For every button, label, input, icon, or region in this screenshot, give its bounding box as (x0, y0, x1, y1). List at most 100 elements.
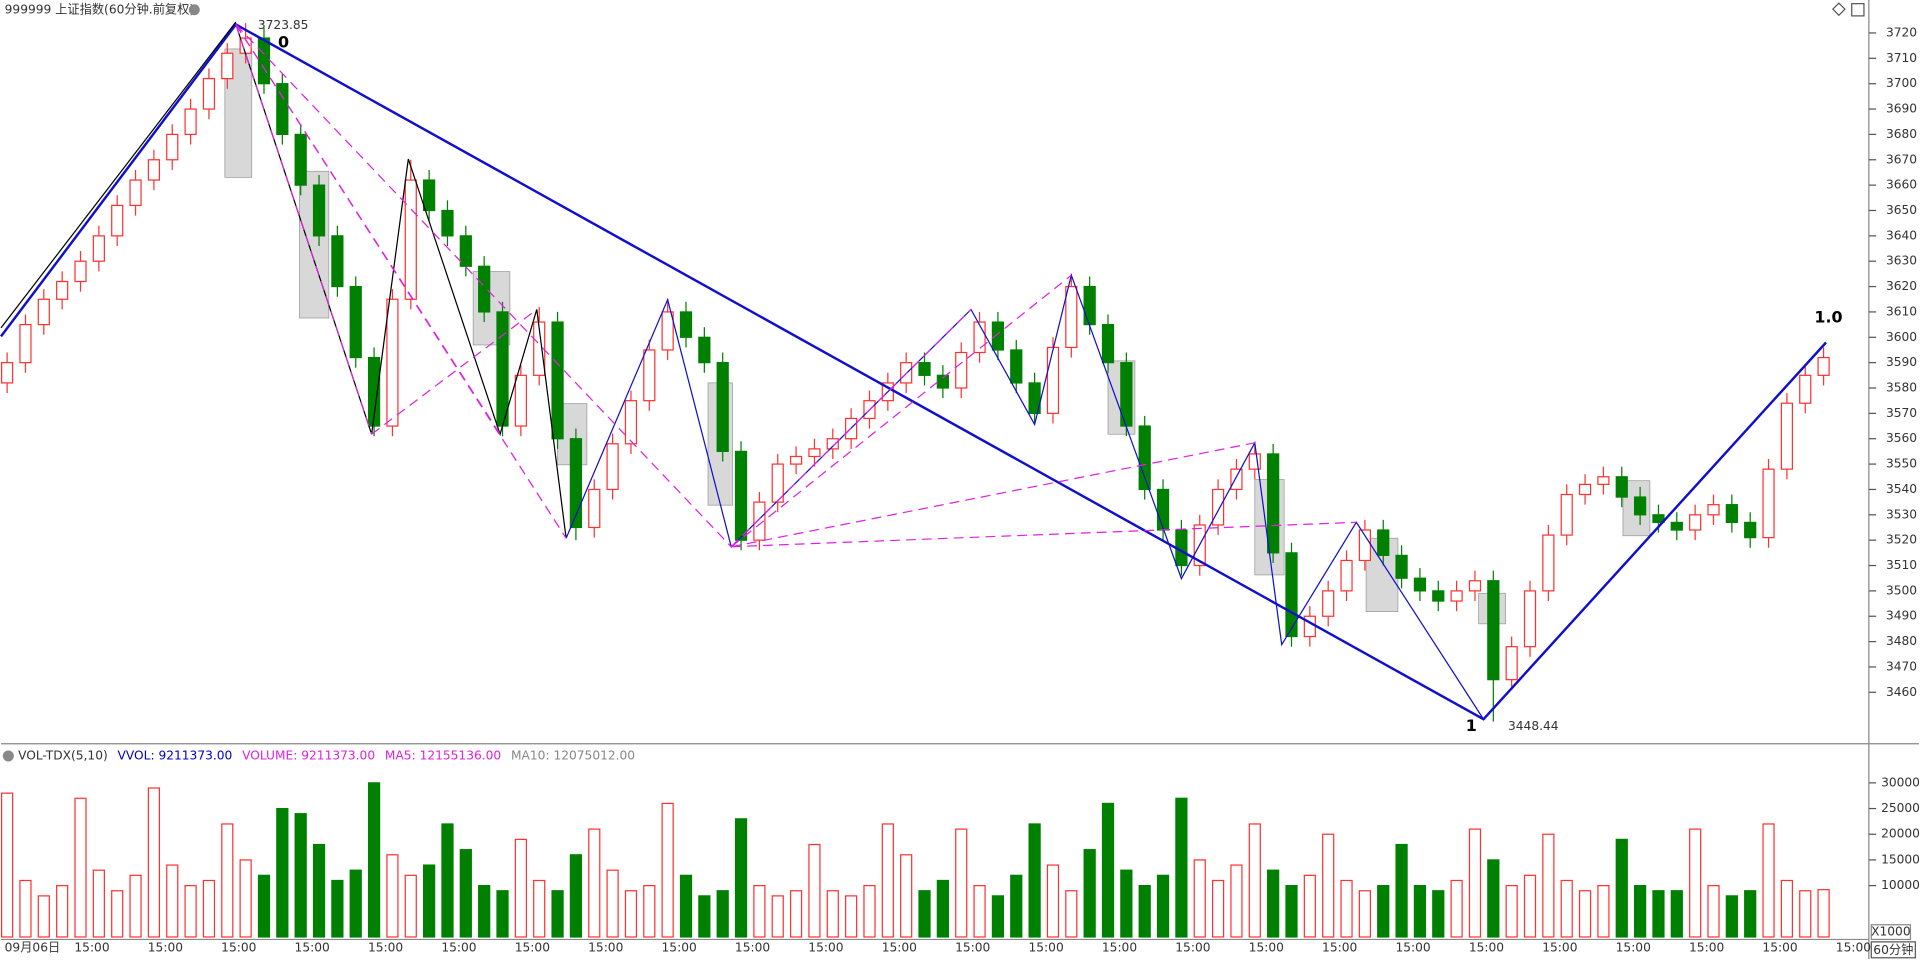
y-tick-label: 3540 (1886, 482, 1917, 496)
volume-bar (936, 879, 949, 938)
candle-body (1156, 488, 1170, 531)
volume-bar (1340, 879, 1353, 938)
candle-body (918, 362, 931, 376)
x-tick-label: 15:00 (662, 940, 697, 954)
candle-body (1487, 580, 1500, 681)
volume-bar (1377, 885, 1390, 938)
candle-body (92, 235, 105, 262)
toggle-icon[interactable] (1831, 2, 1846, 17)
candle-body (1211, 488, 1225, 526)
volume-bar (312, 843, 326, 938)
candle-body (166, 133, 179, 161)
volume-bar (1432, 890, 1445, 938)
candle-body (624, 400, 638, 445)
fan-line (730, 274, 1072, 548)
volume-tick-label: 25000 (1881, 801, 1920, 815)
x-tick-label: 15:00 (808, 940, 843, 954)
candle-body (1377, 529, 1390, 556)
wave-line (235, 24, 567, 539)
candle-body (1010, 349, 1023, 384)
fan-line (371, 308, 538, 435)
candle-body (1230, 468, 1243, 491)
volume-bar (624, 890, 638, 938)
fan-line (235, 24, 373, 435)
volume-bar (533, 879, 546, 938)
fan-lines (235, 24, 1357, 548)
volume-bar (1487, 859, 1500, 938)
volume-bar (826, 890, 839, 938)
volume-bar (514, 838, 527, 938)
x-tick-label: 15:00 (735, 940, 770, 954)
candle-body (1762, 468, 1775, 539)
volume-bar (1010, 874, 1023, 938)
volume-bar (1175, 797, 1188, 938)
volume-bar (1597, 885, 1610, 938)
volume-bar (1358, 890, 1371, 938)
y-tick-label: 3720 (1886, 25, 1917, 39)
x-tick-label: 15:00 (1395, 940, 1430, 954)
candle-body (1101, 323, 1115, 364)
volume-header-item: VVOL: 9211373.00 (118, 748, 233, 762)
fan-line (731, 442, 1255, 548)
x-tick-label: 15:00 (1029, 940, 1064, 954)
candle-body (459, 235, 472, 267)
volume-bar (1303, 874, 1316, 938)
volume-bar (918, 890, 931, 938)
x-tick-label: 15:00 (1322, 940, 1357, 954)
volume-header-item: VOLUME: 9211373.00 (242, 748, 375, 762)
volume-bar (92, 869, 105, 938)
y-tick-label: 3500 (1886, 583, 1917, 597)
volume-bar (1083, 849, 1096, 938)
volume-bar (1450, 879, 1463, 938)
volume-bar (459, 849, 472, 938)
candle-body (771, 463, 784, 503)
candle-body (367, 356, 381, 427)
volume-bar (1707, 885, 1720, 938)
window-icon[interactable] (1851, 3, 1865, 17)
y-tick-label: 3480 (1886, 634, 1917, 648)
fan-line (235, 24, 732, 548)
volume-bar (74, 797, 87, 938)
y-tick-label: 3670 (1886, 152, 1917, 166)
menu-icon[interactable] (2, 750, 14, 762)
candle-body (1285, 552, 1298, 638)
trend-line (0, 21, 237, 329)
x-tick-label: 15:00 (1762, 940, 1797, 954)
volume-bar (1322, 833, 1335, 938)
candle-body (56, 280, 69, 300)
candle-body (551, 321, 564, 440)
x-tick-label: 15:00 (1689, 940, 1724, 954)
volume-bar (1248, 823, 1261, 938)
y-tick-label: 3510 (1886, 558, 1917, 572)
candle-body (1670, 521, 1683, 531)
candle-body (1046, 346, 1060, 414)
candle-body (533, 321, 546, 376)
volume-bar (606, 869, 619, 938)
volume-bar (1138, 885, 1151, 938)
x-tick-label: 15:00 (74, 940, 109, 954)
period-button-label[interactable]: 60分钟 (1873, 942, 1913, 957)
volume-bar (1065, 890, 1078, 938)
menu-icon[interactable] (188, 4, 200, 16)
candle-body (1725, 504, 1738, 524)
candle-body (606, 443, 619, 491)
volume-bar (147, 787, 161, 938)
trend-line (0, 22, 1827, 721)
candle-body (312, 184, 326, 237)
candle-body (19, 323, 32, 364)
wave-label: 1 (1466, 716, 1477, 735)
volume-bar (1578, 890, 1592, 938)
period-button[interactable] (1870, 941, 1916, 959)
volume-bar (1046, 864, 1060, 938)
volume-bar (1230, 864, 1243, 938)
candle-body (734, 450, 748, 541)
y-tick-label: 3580 (1886, 381, 1917, 395)
y-tick-label: 3520 (1886, 533, 1917, 547)
volume-bar (588, 828, 601, 938)
volume-bar (1615, 838, 1628, 938)
volume-bar (349, 869, 362, 938)
y-tick-label: 3560 (1886, 431, 1917, 445)
multiplier-label: X1000 (1871, 925, 1910, 939)
candle-body (1652, 514, 1665, 524)
